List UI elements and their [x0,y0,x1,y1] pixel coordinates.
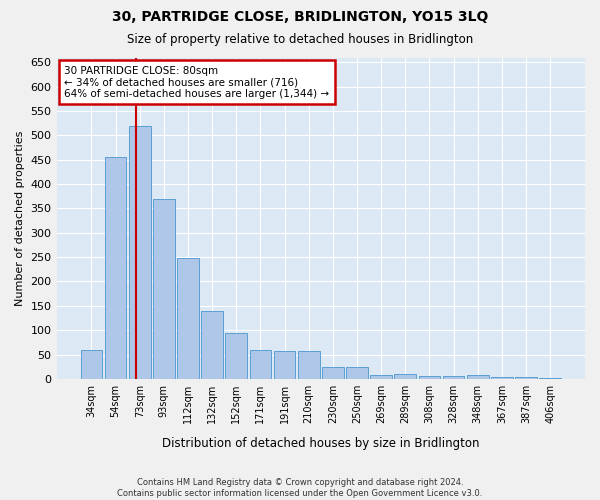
Bar [153,198,175,379]
Bar [298,351,320,379]
Bar [226,332,247,379]
Y-axis label: Number of detached properties: Number of detached properties [15,130,25,306]
Text: 30 PARTRIDGE CLOSE: 80sqm
← 34% of detached houses are smaller (716)
64% of semi: 30 PARTRIDGE CLOSE: 80sqm ← 34% of detac… [64,66,329,98]
Bar [322,366,344,379]
Bar [419,376,440,379]
Bar [370,375,392,379]
Bar [201,310,223,379]
Text: Contains HM Land Registry data © Crown copyright and database right 2024.
Contai: Contains HM Land Registry data © Crown c… [118,478,482,498]
Bar [105,158,127,379]
Bar [515,378,537,379]
Bar [346,366,368,379]
Text: Size of property relative to detached houses in Bridlington: Size of property relative to detached ho… [127,32,473,46]
Bar [467,375,488,379]
Bar [129,126,151,379]
Text: 30, PARTRIDGE CLOSE, BRIDLINGTON, YO15 3LQ: 30, PARTRIDGE CLOSE, BRIDLINGTON, YO15 3… [112,10,488,24]
Bar [274,350,295,379]
Bar [80,350,102,379]
Bar [539,378,561,379]
X-axis label: Distribution of detached houses by size in Bridlington: Distribution of detached houses by size … [162,437,479,450]
Bar [394,374,416,379]
Bar [177,258,199,379]
Bar [491,378,512,379]
Bar [250,350,271,379]
Bar [443,376,464,379]
